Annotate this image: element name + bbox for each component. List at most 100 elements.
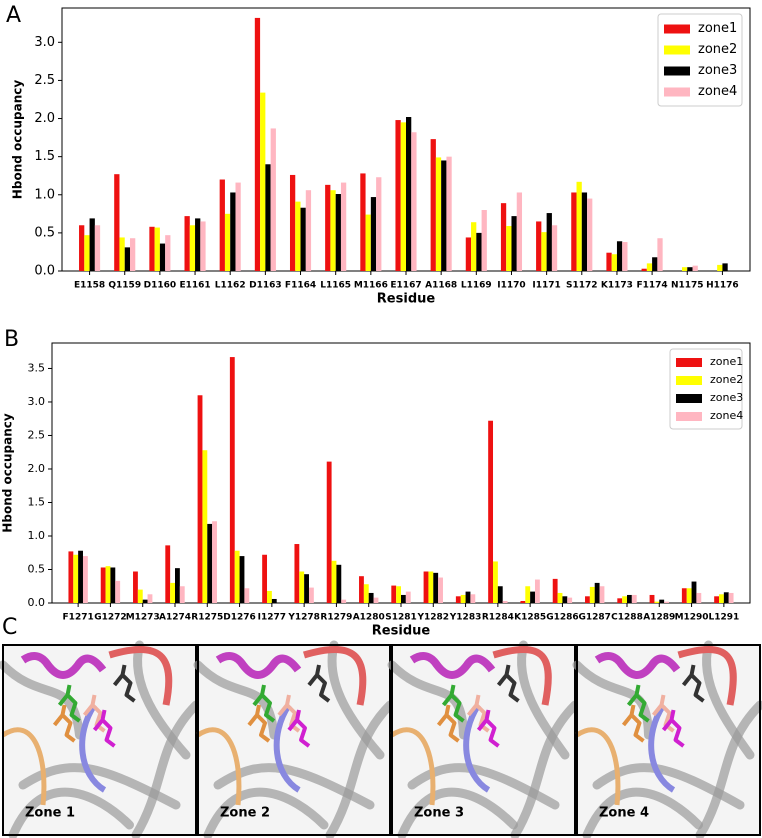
bar xyxy=(260,92,266,271)
bar xyxy=(631,594,637,603)
snapshot-frame xyxy=(197,644,391,836)
protein-ribbon xyxy=(133,640,191,760)
ligand-sticks xyxy=(661,709,685,748)
bar xyxy=(500,203,507,271)
bar xyxy=(184,216,190,271)
bar xyxy=(189,225,196,271)
bar xyxy=(571,192,577,271)
bar xyxy=(587,198,593,271)
panel-label: A xyxy=(6,3,21,28)
y-axis-label: Hbond occupancy xyxy=(1,413,15,533)
protein-ribbon xyxy=(8,787,134,838)
bar xyxy=(649,594,655,603)
bar xyxy=(411,132,417,271)
y-tick-label: 1.5 xyxy=(34,149,55,164)
x-tick-label: G1286 xyxy=(546,613,578,623)
loop-orange xyxy=(196,727,242,806)
x-axis-label: Residue xyxy=(372,624,431,639)
x-tick-label: M1290 xyxy=(675,613,709,623)
loop-orange xyxy=(575,727,621,806)
bar xyxy=(82,556,88,603)
panel-label: B xyxy=(4,327,19,352)
snapshot-frame xyxy=(391,644,576,836)
bar xyxy=(659,599,665,603)
x-tick-label: N1175 xyxy=(671,281,704,291)
x-tick-label: L1162 xyxy=(215,281,246,291)
bar xyxy=(325,184,331,271)
legend-label: zone1 xyxy=(698,21,737,36)
bar xyxy=(149,226,155,271)
x-tick-label: S1281 xyxy=(385,613,417,623)
x-tick-label: E1158 xyxy=(74,281,105,291)
helix-magenta xyxy=(20,652,107,679)
bar xyxy=(460,594,466,603)
bar xyxy=(235,182,241,271)
bar xyxy=(94,225,101,271)
y-tick-label: 2.0 xyxy=(28,462,46,475)
bar xyxy=(646,263,653,271)
bar xyxy=(497,586,503,603)
legend-label: zone3 xyxy=(710,391,743,404)
bar xyxy=(202,450,208,603)
x-tick-label: Y1282 xyxy=(416,613,449,623)
bar xyxy=(267,590,272,603)
bar xyxy=(534,579,540,603)
x-tick-label: M1273 xyxy=(126,613,160,623)
bar xyxy=(611,254,617,271)
bar xyxy=(654,601,660,603)
protein-ribbon xyxy=(695,700,762,838)
zone-label: Zone 4 xyxy=(599,806,649,821)
bar xyxy=(262,554,268,603)
bar xyxy=(79,225,85,271)
bar xyxy=(589,586,595,603)
bar xyxy=(305,190,312,271)
x-tick-label: K1285 xyxy=(514,613,546,623)
bar xyxy=(234,550,240,603)
legend-label: zone3 xyxy=(698,63,737,78)
y-tick-label: 1.0 xyxy=(34,187,55,202)
legend-frame xyxy=(669,348,743,430)
bar xyxy=(664,601,669,603)
zone-label: Zone 1 xyxy=(25,806,75,821)
bar xyxy=(681,267,688,271)
bar xyxy=(465,237,472,271)
loop-orange xyxy=(390,727,436,806)
x-tick-label: M1166 xyxy=(354,281,388,291)
legend-label: zone1 xyxy=(710,355,743,368)
bar xyxy=(197,395,203,603)
bar xyxy=(446,156,452,271)
ligand-sticks xyxy=(92,709,116,748)
loop-blue xyxy=(648,703,676,793)
bar xyxy=(438,577,443,603)
protein-ribbon xyxy=(325,700,395,838)
legend-swatch xyxy=(676,412,702,421)
bar xyxy=(401,594,406,603)
x-tick-label: I1171 xyxy=(532,281,560,291)
bar xyxy=(239,556,245,603)
bar xyxy=(400,122,406,271)
bar xyxy=(396,586,401,603)
y-tick-label: 0.0 xyxy=(34,264,55,279)
protein-ribbon xyxy=(203,787,329,838)
bar xyxy=(546,213,552,271)
y-tick-label: 2.5 xyxy=(28,428,46,441)
x-tick-label: D1276 xyxy=(223,613,256,623)
x-tick-label: Q1159 xyxy=(108,281,141,291)
legend-label: zone2 xyxy=(698,42,737,57)
y-tick-label: 1.0 xyxy=(28,529,46,542)
x-tick-label: Y1283 xyxy=(449,613,482,623)
bar xyxy=(137,589,143,603)
bar xyxy=(165,235,171,271)
bar xyxy=(696,592,702,603)
bar xyxy=(170,582,175,603)
bar xyxy=(516,192,523,271)
bar xyxy=(336,564,342,603)
bar xyxy=(476,232,482,271)
y-tick-label: 2.5 xyxy=(34,73,55,88)
bar xyxy=(89,218,95,271)
loop-red xyxy=(677,645,737,706)
y-tick-label: 0.0 xyxy=(28,596,46,609)
bar xyxy=(195,218,201,271)
protein-ribbon xyxy=(131,700,201,838)
bar xyxy=(719,594,724,603)
